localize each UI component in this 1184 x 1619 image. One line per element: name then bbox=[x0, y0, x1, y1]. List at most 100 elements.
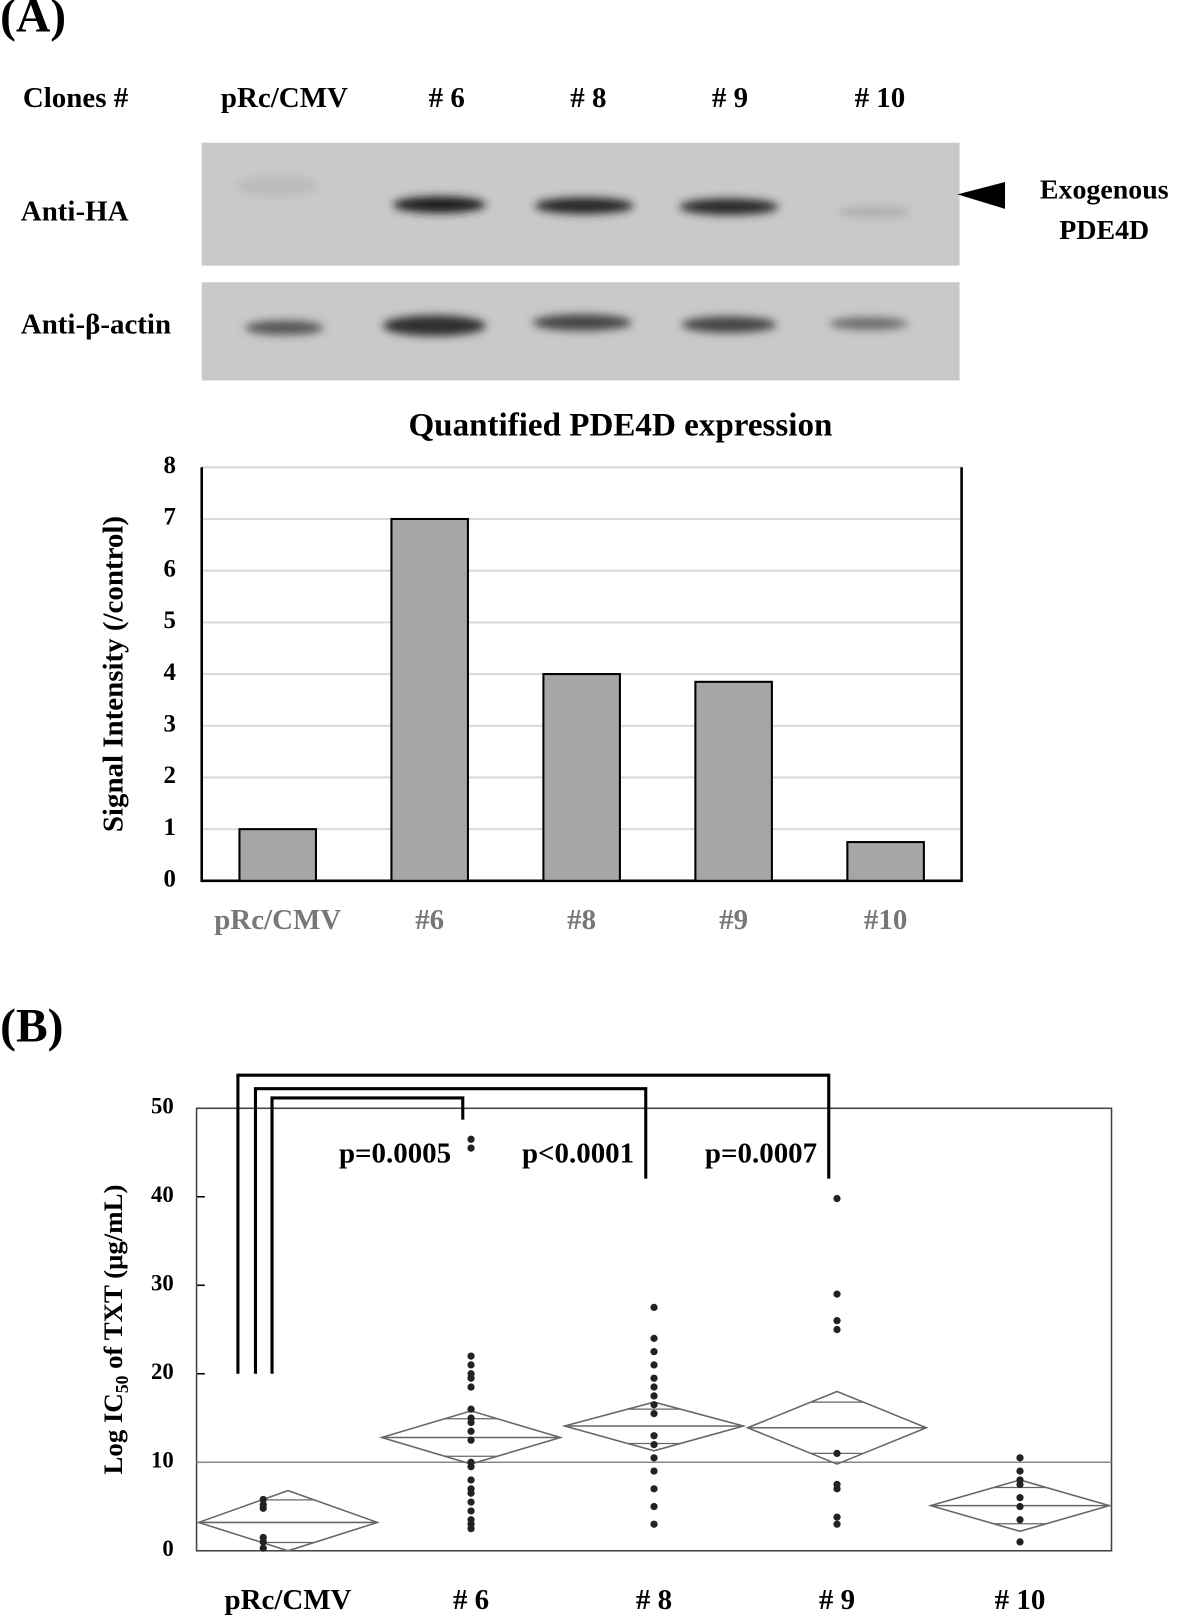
data-point bbox=[467, 1135, 475, 1143]
y-tick-label: 8 bbox=[163, 452, 175, 479]
x-tick-label: pRc/CMV bbox=[214, 904, 341, 936]
data-point bbox=[833, 1290, 841, 1298]
data-point bbox=[833, 1485, 841, 1493]
data-point bbox=[467, 1476, 475, 1484]
y-tick-label: 7 bbox=[163, 504, 175, 531]
data-point bbox=[467, 1374, 475, 1382]
data-point bbox=[650, 1334, 658, 1342]
lane-label: # 9 bbox=[712, 82, 748, 114]
data-point bbox=[650, 1409, 658, 1418]
y-tick-label: 4 bbox=[163, 659, 175, 686]
data-point bbox=[1016, 1516, 1024, 1524]
data-point bbox=[467, 1361, 475, 1369]
y-tick-label: 6 bbox=[163, 555, 175, 582]
x-tick-label: pRc/CMV bbox=[225, 1584, 352, 1616]
y-tick-label: 1 bbox=[163, 814, 175, 841]
row-label: Anti-HA bbox=[21, 196, 129, 228]
blot bbox=[201, 282, 960, 381]
data-point bbox=[259, 1544, 267, 1552]
x-tick-label: #10 bbox=[864, 904, 907, 936]
data-point bbox=[833, 1317, 841, 1325]
x-tick-label: #8 bbox=[567, 904, 596, 936]
data-point bbox=[467, 1436, 475, 1444]
significance-bracket bbox=[236, 1073, 831, 1374]
row-label: Anti-β-actin bbox=[21, 308, 171, 340]
panel-label: (A) bbox=[0, 0, 66, 43]
bands bbox=[235, 175, 910, 336]
bar bbox=[238, 828, 317, 882]
lane-label: # 10 bbox=[855, 82, 906, 114]
significance-bracket bbox=[270, 1096, 465, 1374]
y-tick-label: 2 bbox=[163, 762, 175, 789]
y-axis-label-part: Log IC bbox=[98, 1393, 128, 1474]
data-point bbox=[650, 1374, 658, 1382]
data-point bbox=[650, 1467, 658, 1475]
x-tick-label: #9 bbox=[719, 904, 748, 936]
x-tick-label: #6 bbox=[415, 904, 444, 936]
data-point bbox=[467, 1418, 475, 1427]
y-tick-label: 3 bbox=[163, 710, 175, 737]
y-axis-label: Log IC50 of TXT (μg/mL) bbox=[98, 1185, 132, 1475]
p-value: p=0.0007 bbox=[705, 1137, 817, 1169]
bar bbox=[846, 841, 925, 882]
data-point bbox=[467, 1463, 475, 1471]
data-point bbox=[1016, 1454, 1024, 1462]
data-point bbox=[1016, 1494, 1024, 1502]
y-tick-label: 50 bbox=[151, 1093, 174, 1118]
data-point bbox=[1016, 1502, 1024, 1511]
data-point bbox=[650, 1303, 658, 1312]
bar bbox=[390, 517, 469, 882]
data-point bbox=[650, 1348, 658, 1356]
y-tick-label: 0 bbox=[162, 1536, 173, 1561]
x-tick-label: # 8 bbox=[636, 1584, 672, 1616]
data-point bbox=[650, 1401, 658, 1409]
data-point bbox=[650, 1383, 658, 1391]
lane-label: # 6 bbox=[429, 82, 465, 114]
panel-label: (B) bbox=[0, 1001, 63, 1053]
data-point bbox=[467, 1427, 475, 1435]
data-point bbox=[650, 1520, 658, 1528]
clones-label: Clones # bbox=[23, 82, 129, 114]
data-point bbox=[467, 1405, 475, 1413]
lane-label: pRc/CMV bbox=[221, 82, 348, 114]
y-axis-label-part: of TXT (μg/mL) bbox=[98, 1185, 128, 1376]
p-value: p<0.0001 bbox=[522, 1137, 634, 1169]
data-point bbox=[650, 1361, 658, 1369]
data-point bbox=[259, 1538, 267, 1546]
chart-title: Quantified PDE4D expression bbox=[408, 408, 832, 444]
y-tick-label: 0 bbox=[163, 866, 175, 893]
lane-label: # 8 bbox=[570, 82, 606, 114]
data-point bbox=[650, 1432, 658, 1440]
y-tick-label: 5 bbox=[163, 607, 175, 634]
x-tick-label: # 10 bbox=[995, 1584, 1046, 1616]
data-point bbox=[1016, 1480, 1024, 1489]
data-point bbox=[1016, 1538, 1024, 1546]
arrow-label: Exogenous bbox=[1040, 175, 1169, 206]
data-point bbox=[833, 1325, 841, 1334]
arrowhead bbox=[957, 181, 1006, 209]
data-point bbox=[833, 1513, 841, 1521]
data-point bbox=[650, 1392, 658, 1400]
data-point bbox=[467, 1383, 475, 1391]
data-point bbox=[467, 1489, 475, 1497]
data-point bbox=[259, 1504, 267, 1512]
y-axis-label-part: 50 bbox=[112, 1375, 132, 1393]
data-point bbox=[650, 1440, 658, 1449]
data-point bbox=[467, 1352, 475, 1360]
data-point bbox=[467, 1507, 475, 1515]
bar bbox=[694, 680, 773, 882]
data-point bbox=[650, 1485, 658, 1493]
y-axis-label: Signal Intensity (/control) bbox=[98, 516, 130, 832]
arrow-label: PDE4D bbox=[1059, 215, 1149, 246]
y-tick-label: 40 bbox=[151, 1182, 174, 1207]
data-point bbox=[467, 1525, 475, 1533]
y-tick-label: 20 bbox=[151, 1359, 174, 1384]
data-point bbox=[650, 1454, 658, 1462]
data-point bbox=[833, 1449, 841, 1458]
data-point bbox=[1016, 1467, 1024, 1475]
y-tick-label: 30 bbox=[151, 1270, 174, 1295]
data-point bbox=[650, 1502, 658, 1511]
x-tick-label: # 9 bbox=[819, 1584, 855, 1616]
bar bbox=[542, 673, 621, 882]
